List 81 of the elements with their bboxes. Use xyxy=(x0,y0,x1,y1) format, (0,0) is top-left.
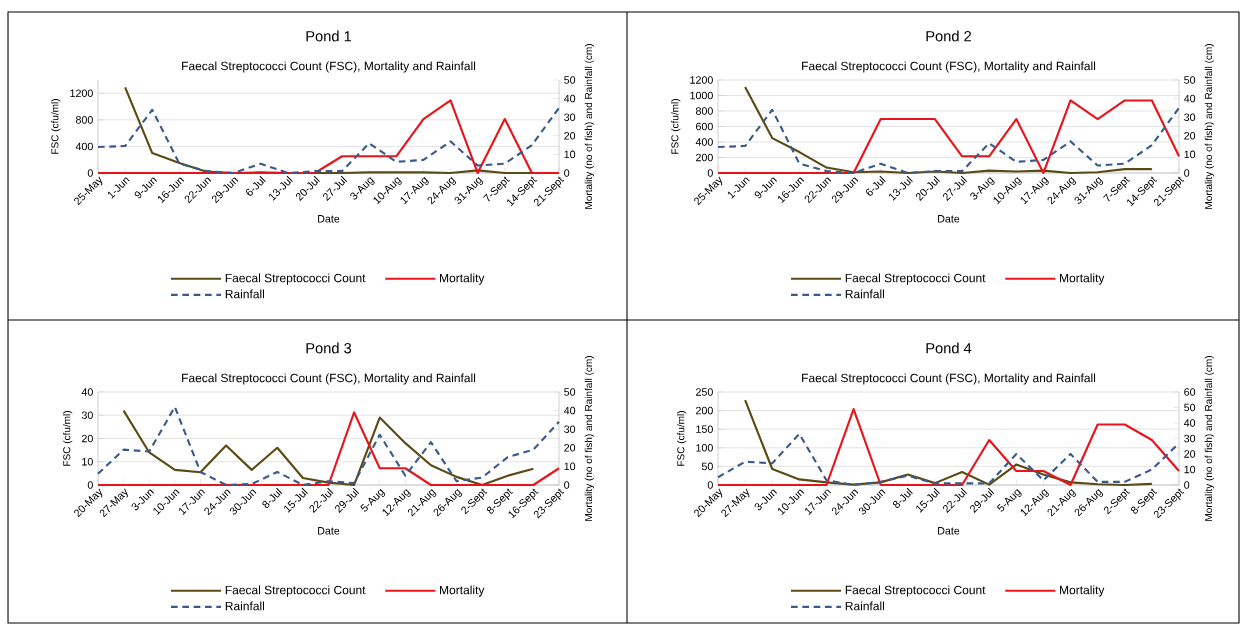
y2-axis-title: Mortality (no of fish) and Rainfall (cm) xyxy=(1204,44,1215,209)
y-tick-label: 0 xyxy=(87,481,93,489)
y2-tick-label: 10 xyxy=(564,462,576,471)
chart-title: Pond 1 xyxy=(306,30,352,42)
x-axis-title: Date xyxy=(318,215,340,223)
y-tick-label: 100 xyxy=(696,444,713,452)
y2-tick-label: 0 xyxy=(564,169,570,177)
y-tick-label: 20 xyxy=(81,434,93,443)
y-tick-label: 1200 xyxy=(70,89,93,98)
y-tick-label: 10 xyxy=(82,457,93,466)
y2-tick-label: 20 xyxy=(564,444,576,452)
legend-label: Faecal Streptococci Count xyxy=(225,273,366,285)
y-tick-label: 400 xyxy=(695,138,713,146)
chart-title: Pond 3 xyxy=(306,342,352,354)
y2-tick-label: 20 xyxy=(1184,450,1196,458)
y2-tick-label: 40 xyxy=(563,94,576,103)
chart-title: Pond 2 xyxy=(926,30,971,42)
y2-tick-label: 50 xyxy=(1184,403,1196,412)
chart-subtitle: Faecal Streptococci Count (FSC), Mortality and Rainfall xyxy=(182,373,476,385)
y-tick-label: 150 xyxy=(696,425,713,433)
y-tick-label: 200 xyxy=(696,153,713,162)
legend-label: Rainfall xyxy=(845,601,885,611)
y-tick-label: 0 xyxy=(707,169,713,177)
y2-tick-label: 30 xyxy=(564,113,576,121)
y2-tick-label: 10 xyxy=(1184,465,1196,474)
y2-tick-label: 0 xyxy=(1184,481,1190,489)
line-series xyxy=(744,399,1153,487)
y-axis-title: FSC (cfu/ml) xyxy=(51,99,61,154)
line-series xyxy=(744,85,1153,175)
y-tick-label: 400 xyxy=(75,142,93,151)
y-axis-title: FSC (cfu/ml) xyxy=(677,411,687,466)
y-tick-label: 30 xyxy=(81,411,93,420)
legend-label: Mortality xyxy=(1060,585,1105,597)
chart-title: Pond 4 xyxy=(926,342,972,354)
chart-subtitle: Faecal Streptococci Count (FSC), Mortality and Rainfall xyxy=(802,373,1096,385)
y2-tick-label: 30 xyxy=(1184,113,1196,121)
y2-axis-title: Mortality (no of fish) and Rainfall (cm) xyxy=(1204,356,1215,521)
y2-tick-label: 20 xyxy=(1184,132,1196,140)
y2-tick-label: 40 xyxy=(1183,419,1196,427)
y-tick-label: 800 xyxy=(695,107,713,115)
legend-label: Mortality xyxy=(1060,273,1105,285)
y-tick-label: 0 xyxy=(707,481,713,489)
legend-label: Mortality xyxy=(440,585,485,597)
y-tick-label: 40 xyxy=(81,388,93,396)
y2-tick-label: 60 xyxy=(1184,388,1196,396)
x-axis-title: Date xyxy=(938,215,960,223)
x-axis-title: Date xyxy=(318,527,340,535)
y-axis-title: FSC (cfu/ml) xyxy=(62,411,73,466)
chart-subtitle: Faecal Streptococci Count (FSC), Mortality and Rainfall xyxy=(182,61,476,73)
legend-label: Rainfall xyxy=(225,289,265,299)
y-tick-label: 50 xyxy=(701,462,713,471)
y2-tick-label: 40 xyxy=(563,406,576,415)
x-axis-title: Date xyxy=(938,527,960,535)
y2-tick-label: 30 xyxy=(1184,434,1196,443)
y-tick-label: 250 xyxy=(696,388,713,396)
y2-tick-label: 40 xyxy=(1183,94,1196,103)
y-tick-label: 1200 xyxy=(690,76,713,84)
y2-tick-label: 10 xyxy=(1184,150,1196,159)
y-tick-label: 200 xyxy=(696,406,713,415)
y-tick-label: 0 xyxy=(87,169,93,177)
y2-tick-label: 50 xyxy=(1184,76,1196,84)
y-tick-label: 1000 xyxy=(690,91,713,100)
y2-tick-label: 50 xyxy=(564,388,576,396)
y2-tick-label: 30 xyxy=(564,425,576,433)
y2-tick-label: 10 xyxy=(564,150,576,159)
legend-label: Rainfall xyxy=(225,601,265,611)
y2-axis-title: Mortality (no of fish) and Rainfall (cm) xyxy=(584,44,595,209)
y2-tick-label: 0 xyxy=(564,481,570,489)
legend-label: Mortality xyxy=(440,273,485,285)
legend-label: Faecal Streptococci Count xyxy=(845,585,986,597)
y2-tick-label: 50 xyxy=(564,76,576,84)
y-tick-label: 600 xyxy=(696,122,713,131)
y2-tick-label: 0 xyxy=(1184,169,1190,177)
legend-label: Faecal Streptococci Count xyxy=(225,585,366,597)
y-axis-title: FSC (cfu/ml) xyxy=(671,99,681,154)
y2-axis-title: Mortality (no of fish) and Rainfall (cm) xyxy=(584,356,595,521)
y-tick-label: 800 xyxy=(75,116,93,124)
legend-label: Rainfall xyxy=(845,289,885,299)
y2-tick-label: 20 xyxy=(564,132,576,140)
legend-label: Faecal Streptococci Count xyxy=(845,273,986,285)
chart-subtitle: Faecal Streptococci Count (FSC), Mortality and Rainfall xyxy=(802,61,1096,73)
